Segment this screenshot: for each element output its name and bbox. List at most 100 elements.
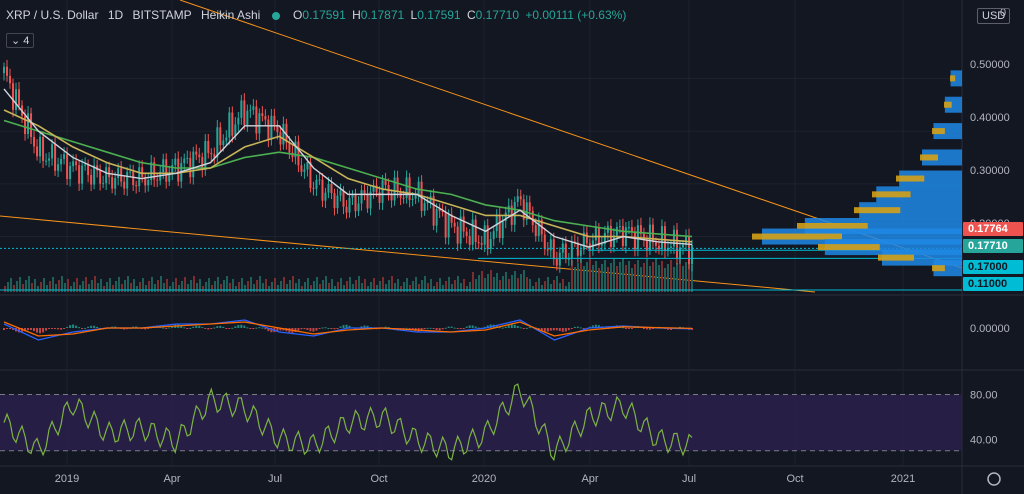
volume-bar	[316, 277, 318, 292]
macd-bar	[540, 328, 543, 332]
candle-body	[273, 115, 276, 125]
candle-body	[411, 198, 414, 200]
volume-bar	[130, 283, 132, 292]
volume-bar	[157, 280, 159, 292]
candle-body	[444, 212, 447, 238]
volume-bar	[373, 278, 375, 292]
volume-bar	[343, 285, 345, 292]
macd-bar	[408, 328, 411, 329]
macd-bar	[144, 328, 147, 330]
volume-bar	[73, 282, 75, 292]
volume-bar	[295, 283, 297, 292]
volume-profile-bar	[818, 244, 880, 251]
volume-bar	[193, 276, 195, 292]
candle-body	[294, 141, 297, 158]
candle-body	[72, 161, 75, 167]
volume-bar	[430, 279, 432, 292]
macd-bar	[324, 327, 327, 329]
candle-body	[87, 164, 90, 176]
volume-bar	[397, 279, 399, 292]
macd-bar	[522, 328, 525, 329]
price-badge	[963, 222, 1023, 236]
candle-body	[153, 162, 156, 180]
volume-bar	[409, 285, 411, 292]
volume-bar	[406, 278, 408, 292]
chart-style-label[interactable]: Heikin Ashi	[200, 8, 261, 22]
macd-bar	[60, 328, 63, 330]
candle-body	[405, 177, 408, 198]
candle-body	[111, 177, 114, 189]
volume-bar	[49, 281, 51, 292]
macd-bar	[645, 328, 648, 330]
macd-bar	[57, 328, 60, 330]
volume-bar	[97, 283, 99, 292]
volume-bar	[292, 276, 294, 292]
volume-bar	[313, 281, 315, 292]
volume-profile-bar	[944, 96, 962, 113]
volume-bar	[325, 276, 327, 292]
macd-bar	[594, 324, 597, 328]
close-value: 0.17710	[475, 8, 520, 22]
macd-bar	[402, 328, 405, 329]
macd-bar	[27, 328, 30, 331]
macd-bar	[84, 327, 87, 329]
macd-bar	[234, 326, 237, 328]
macd-bar	[240, 324, 243, 328]
volume-bar	[94, 276, 96, 292]
candle-body	[561, 243, 564, 253]
candle-body	[93, 165, 96, 185]
price-badge-label: 0.17764	[968, 223, 1009, 235]
macd-bar	[366, 325, 369, 328]
candle-body	[174, 158, 177, 165]
candle-body	[270, 115, 273, 140]
macd-bar	[691, 328, 693, 330]
macd-bar	[339, 326, 342, 328]
macd-bar	[678, 326, 681, 328]
indicators-toggle-button[interactable]: ⌄ 4	[6, 33, 35, 48]
volume-bar	[493, 277, 495, 292]
macd-bar	[222, 326, 225, 328]
candle-body	[567, 258, 570, 260]
candle-body	[552, 239, 555, 260]
volume-bar	[349, 277, 351, 292]
candle-body	[144, 176, 147, 186]
macd-bar	[189, 327, 192, 329]
currency-button[interactable]: USD	[977, 8, 1011, 24]
macd-bar	[204, 328, 207, 329]
candle-body	[522, 199, 525, 220]
volume-bar	[205, 282, 207, 292]
macd-bar	[306, 328, 309, 331]
candle-body	[471, 219, 474, 245]
volume-bar	[199, 279, 201, 292]
volume-bar	[517, 278, 519, 292]
volume-bar	[454, 280, 456, 292]
volume-bar	[583, 266, 585, 292]
volume-bar	[79, 285, 81, 292]
symbol-name[interactable]: XRP / U.S. Dollar	[6, 8, 99, 22]
interval-label[interactable]: 1D	[107, 8, 124, 22]
candle-body	[51, 144, 54, 159]
price-tick-label: 0.40000	[970, 112, 1010, 124]
candle-body	[267, 119, 270, 140]
volume-bar	[634, 264, 636, 292]
macd-bar	[333, 328, 336, 330]
volume-bar	[592, 265, 594, 292]
volume-bar	[16, 281, 18, 292]
macd-bar	[453, 327, 456, 329]
macd-bar	[477, 327, 480, 329]
candle-body	[504, 212, 507, 222]
candle-body	[132, 171, 135, 186]
candle-body	[108, 167, 111, 178]
candle-body	[219, 127, 222, 145]
candle-body	[363, 190, 366, 194]
macd-bar	[435, 328, 438, 330]
macd-bar	[348, 325, 351, 328]
candle-body	[630, 227, 633, 233]
candle-body	[207, 141, 210, 153]
volume-bar	[163, 283, 165, 292]
volume-bar	[298, 279, 300, 292]
macd-bar	[48, 328, 51, 329]
candle-body	[330, 183, 333, 194]
volume-bar	[502, 276, 504, 292]
